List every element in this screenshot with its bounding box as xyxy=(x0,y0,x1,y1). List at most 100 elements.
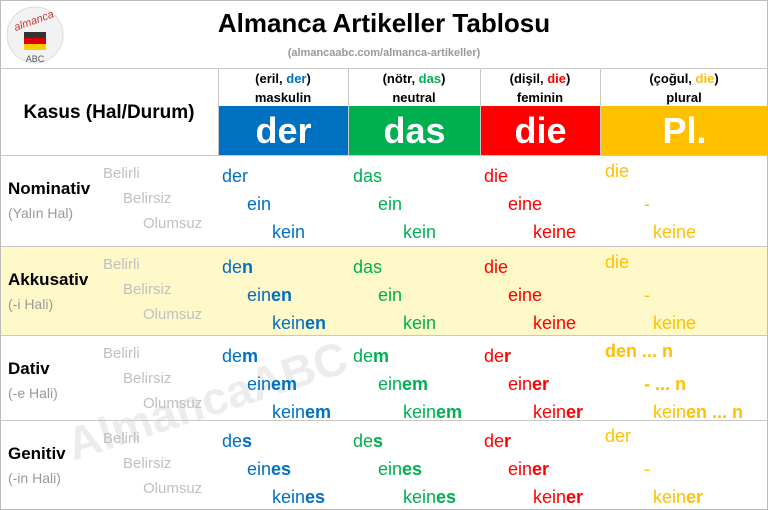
article-cell: eine xyxy=(508,285,542,306)
logo-sub: ABC xyxy=(26,54,45,64)
ending: es xyxy=(271,459,292,479)
article-cell: dem xyxy=(353,346,389,367)
stem: kein xyxy=(403,222,437,242)
ending: - ... n xyxy=(644,374,686,394)
case-sub: (-i Hali) xyxy=(8,296,54,312)
desc-word: der xyxy=(286,71,307,86)
ending: m xyxy=(373,346,390,366)
case-sub: (-in Hali) xyxy=(8,470,61,486)
article-band: der xyxy=(219,106,348,155)
type-label: Belirsiz xyxy=(123,281,172,298)
ending: er xyxy=(566,487,584,507)
article-cell: - xyxy=(644,194,650,215)
type-label: Belirli xyxy=(103,256,140,273)
case-name: Nominativ xyxy=(8,179,91,198)
desc-word: das xyxy=(418,71,442,86)
h-rule xyxy=(0,155,768,156)
article-cell: keiner xyxy=(653,487,703,508)
desc-open: (eril, xyxy=(255,71,287,86)
stem: ein xyxy=(247,194,272,214)
type-label: Olumsuz xyxy=(143,306,203,323)
v-rule xyxy=(218,68,219,155)
article-cell: keiner xyxy=(533,487,583,508)
gender: maskulin xyxy=(254,90,312,105)
stem: - xyxy=(644,459,650,479)
stem: keine xyxy=(533,222,577,242)
type-label: Olumsuz xyxy=(143,480,203,497)
ending: s xyxy=(373,431,384,451)
type-label: Belirsiz xyxy=(123,190,172,207)
stem: ein xyxy=(378,459,403,479)
article-cell: das xyxy=(353,257,382,278)
stem: kein xyxy=(653,402,687,422)
article-cell: der xyxy=(605,426,631,447)
stem: kein xyxy=(272,222,306,242)
article-cell: einer xyxy=(508,459,549,480)
case-sub: (Yalın Hal) xyxy=(8,205,74,221)
article-cell: eine xyxy=(508,194,542,215)
gender: neutral xyxy=(392,90,436,105)
v-rule xyxy=(600,68,601,155)
ending: en xyxy=(305,313,327,333)
ending: er xyxy=(566,402,584,422)
stem: ein xyxy=(508,459,533,479)
ending: er xyxy=(532,459,550,479)
stem: die xyxy=(484,257,509,277)
ending: er xyxy=(532,374,550,394)
ending: em xyxy=(271,374,298,394)
article-cell: den ... n xyxy=(605,341,673,362)
desc-close: ) xyxy=(566,71,571,86)
article-cell: der xyxy=(484,431,511,452)
article-cell: die xyxy=(605,161,629,182)
type-label: Belirsiz xyxy=(123,455,172,472)
article-cell: das xyxy=(353,166,382,187)
ending: r xyxy=(504,431,512,451)
v-rule xyxy=(348,68,349,155)
stem: kein xyxy=(403,402,437,422)
case-sub: (-e Hali) xyxy=(8,385,58,401)
desc-open: (dişil, xyxy=(509,71,548,86)
stem: de xyxy=(353,431,374,451)
case-name: Akkusativ xyxy=(8,270,89,289)
stem: ein xyxy=(378,285,403,305)
stem: der xyxy=(605,426,632,446)
article-cell: keine xyxy=(533,222,576,243)
ending: es xyxy=(436,487,457,507)
article-cell: kein xyxy=(272,222,305,243)
ending: m xyxy=(242,346,259,366)
article-band: Pl. xyxy=(601,106,768,155)
article-cell: eines xyxy=(378,459,422,480)
stem: ein xyxy=(247,285,272,305)
stem: eine xyxy=(508,194,543,214)
stem: das xyxy=(353,166,383,186)
article-cell: des xyxy=(353,431,383,452)
stem: keine xyxy=(653,222,697,242)
article-cell: die xyxy=(484,257,508,278)
stem: ein xyxy=(247,459,272,479)
case-name: Genitiv xyxy=(8,444,66,463)
article-cell: keinen xyxy=(272,313,326,334)
article-cell: der xyxy=(484,346,511,367)
article-cell: die xyxy=(605,252,629,273)
article-cell: keinem xyxy=(272,402,331,423)
stem: kein xyxy=(272,313,306,333)
gender: plural xyxy=(666,90,702,105)
stem: ein xyxy=(508,374,533,394)
stem: kein xyxy=(533,402,567,422)
stem: de xyxy=(222,431,243,451)
article-cell: der xyxy=(222,166,248,187)
stem: der xyxy=(222,166,249,186)
article-band: das xyxy=(349,106,480,155)
article-cell: keinen ... n xyxy=(653,402,743,423)
type-label: Belirsiz xyxy=(123,370,172,387)
stem: ein xyxy=(378,374,403,394)
url: (almancaabc.com/almanca-artikeller) xyxy=(287,47,481,59)
stem: ein xyxy=(378,194,403,214)
logo: almanca ABC xyxy=(6,6,64,64)
article-cell: einer xyxy=(508,374,549,395)
desc-word: die xyxy=(547,71,566,86)
article-band: die xyxy=(481,106,600,155)
desc-open: (nötr, xyxy=(382,71,419,86)
v-rule xyxy=(480,68,481,155)
